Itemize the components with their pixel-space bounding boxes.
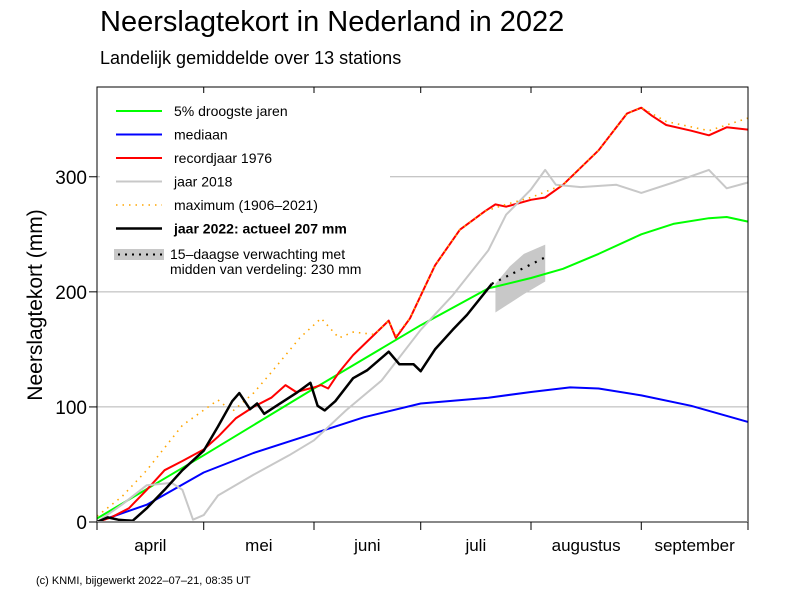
legend-label-1: mediaan [174,127,228,143]
series-line-2 [96,106,749,523]
forecast-median-line [491,256,546,285]
legend-label-3: jaar 2018 [173,174,233,190]
legend-forecast-label-1: 15–daagse verwachting met [170,246,345,262]
legend-label-4: maximum (1906–2021) [174,197,318,213]
chart-title: Neerslagtekort in Nederland in 2022 [100,6,564,38]
x-tick-label: augustus [552,536,621,555]
legend-label-0: 5% droogste jaren [174,103,288,119]
axes: 0 100 200 300 april mei juni juli augustus septem… [55,86,749,555]
series-lines [96,106,749,524]
forecast-band [495,244,546,313]
x-tick-label: juli [464,536,486,555]
x-tick-label: juni [353,536,380,555]
x-tick-label: april [134,536,166,555]
y-tick-label: 200 [55,283,87,304]
y-tick-label: 300 [55,168,87,189]
y-axis-label: Neerslagtekort (mm) [24,209,47,400]
x-tick-label: mei [245,536,272,555]
x-tick-label: september [654,536,735,555]
legend-label-5: jaar 2022: actueel 207 mm [173,221,347,237]
series-line-0 [96,216,749,520]
legend-forecast-label-2: midden van verdeling: 230 mm [170,261,361,277]
y-tick-label: 100 [55,398,87,419]
footer-credit: (c) KNMI, bijgewerkt 2022–07–21, 08:35 U… [36,575,251,587]
series-line-1 [96,386,749,523]
legend: 5% droogste jaren mediaan recordjaar 1976 j… [100,95,390,280]
legend-label-2: recordjaar 1976 [174,150,272,166]
series-line-3 [96,168,749,523]
chart-subtitle: Landelijk gemiddelde over 13 stations [100,48,401,68]
y-tick-label: 0 [76,513,87,534]
forecast-band-area [495,244,546,313]
series-line-5 [96,283,493,524]
